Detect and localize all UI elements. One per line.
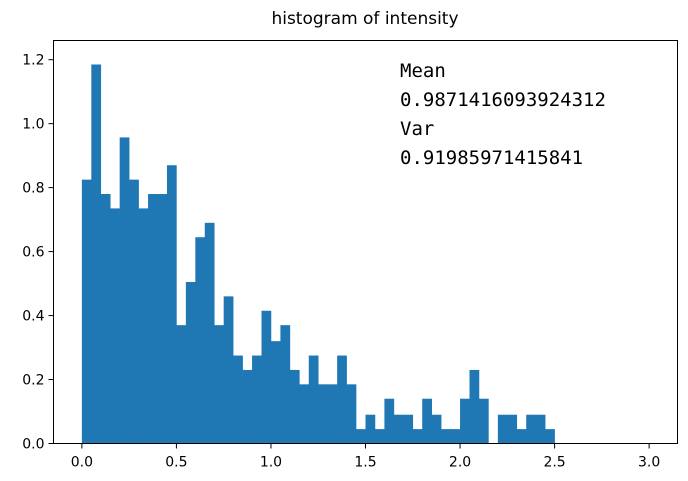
histogram-bar <box>450 429 461 444</box>
histogram-bar <box>185 281 196 444</box>
histogram-bar <box>110 208 120 444</box>
histogram-bar <box>138 208 149 444</box>
histogram-bar <box>252 355 262 444</box>
x-tick-label: 3.0 <box>638 455 660 471</box>
histogram-bar <box>384 398 395 444</box>
annotation-mean-label: Mean <box>400 60 446 82</box>
histogram-bar <box>441 429 451 444</box>
x-tick-label: 0.0 <box>71 455 93 471</box>
histogram-bar <box>81 179 92 444</box>
histogram-bar <box>195 237 206 444</box>
x-tick-label: 1.5 <box>354 455 376 471</box>
histogram-bar <box>337 355 347 444</box>
histogram-bar <box>100 194 111 444</box>
histogram-bar <box>214 325 224 444</box>
histogram-bar <box>516 429 527 444</box>
histogram-bar <box>393 414 404 444</box>
y-tick-label: 1.2 <box>22 53 44 69</box>
histogram-bar <box>176 325 187 444</box>
histogram-bar <box>346 384 357 444</box>
x-tick-label: 0.5 <box>165 455 187 471</box>
x-tick-label: 2.0 <box>449 455 471 471</box>
histogram-bar <box>507 414 518 444</box>
y-tick-label: 0.0 <box>22 437 44 453</box>
y-tick-label: 0.6 <box>22 245 44 261</box>
histogram-bar <box>412 429 423 444</box>
stats-annotation: Mean 0.9871416093924312 Var 0.9198597141… <box>400 60 606 169</box>
y-tick-label: 0.2 <box>22 373 44 389</box>
histogram-bar <box>233 355 243 444</box>
y-tick-label: 1.0 <box>22 117 44 133</box>
histogram-bar <box>327 384 338 444</box>
histogram-bars <box>81 64 555 444</box>
histogram-bar <box>308 355 319 444</box>
histogram-bar <box>261 310 272 444</box>
histogram-bar <box>280 325 291 444</box>
histogram-bar <box>469 369 480 444</box>
histogram-bar <box>403 414 414 444</box>
histogram-bar <box>166 165 177 444</box>
histogram-bar <box>478 398 489 444</box>
histogram-bar <box>157 194 168 444</box>
histogram-bar <box>422 398 432 444</box>
histogram-bar <box>129 179 139 444</box>
histogram-bar <box>289 369 300 444</box>
chart-title: histogram of intensity <box>271 9 458 29</box>
histogram-bar <box>535 414 546 444</box>
histogram-bar <box>545 429 555 444</box>
histogram-bar <box>148 194 158 444</box>
histogram-bar <box>318 384 328 444</box>
annotation-mean-value: 0.9871416093924312 <box>400 89 606 111</box>
histogram-bar <box>374 429 385 444</box>
histogram-bar <box>223 296 234 444</box>
x-tick-label: 1.0 <box>260 455 282 471</box>
histogram-bar <box>242 369 253 444</box>
histogram-bar <box>91 64 102 444</box>
histogram-bar <box>204 222 215 444</box>
histogram-bar <box>365 414 376 444</box>
x-axis: 0.0 0.5 1.0 1.5 2.0 2.5 3.0 <box>71 443 660 471</box>
histogram-bar <box>119 137 130 444</box>
histogram-bar <box>497 414 508 444</box>
histogram-bar <box>299 384 310 444</box>
histogram-bar <box>431 414 442 444</box>
histogram-bar <box>460 398 470 444</box>
histogram-bar <box>356 429 366 444</box>
y-tick-label: 0.8 <box>22 181 44 197</box>
y-tick-label: 0.4 <box>22 309 44 325</box>
annotation-var-value: 0.91985971415841 <box>400 147 583 169</box>
histogram-bar <box>270 341 281 444</box>
x-tick-label: 2.5 <box>543 455 565 471</box>
annotation-var-label: Var <box>400 118 434 140</box>
histogram-bar <box>526 414 536 444</box>
y-axis: 0.0 0.2 0.4 0.6 0.8 1.0 1.2 <box>22 53 54 453</box>
